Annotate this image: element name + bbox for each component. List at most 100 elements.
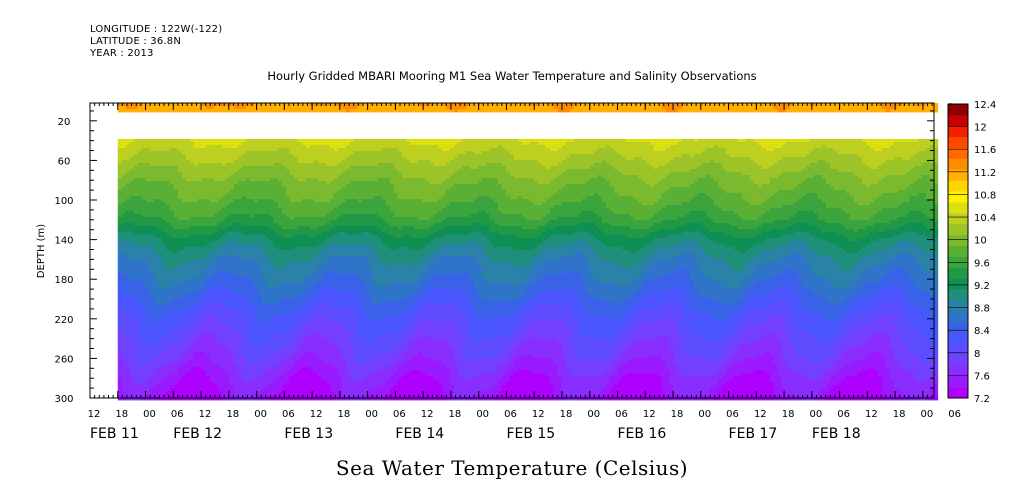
heatmap-cell — [329, 277, 335, 281]
heatmap-cell — [205, 319, 211, 323]
heatmap-cell — [117, 352, 123, 356]
heatmap-cell — [333, 349, 339, 353]
heatmap-cell — [137, 268, 143, 272]
heatmap-cell — [325, 295, 331, 299]
heatmap-cell — [233, 265, 239, 269]
heatmap-cell — [265, 364, 271, 368]
heatmap-cell — [289, 379, 295, 383]
heatmap-cell — [185, 187, 191, 191]
heatmap-cell — [289, 310, 295, 314]
heatmap-cell — [293, 220, 299, 224]
heatmap-cell — [321, 397, 327, 401]
heatmap-cell — [217, 367, 223, 371]
heatmap-cell — [245, 352, 251, 356]
heatmap-cell — [209, 142, 215, 146]
heatmap-cell — [225, 337, 231, 341]
heatmap-cell — [301, 256, 307, 260]
heatmap-cell — [237, 193, 243, 197]
heatmap-cell — [217, 391, 223, 395]
heatmap-cell — [301, 202, 307, 206]
heatmap-cell — [161, 262, 167, 266]
heatmap-cell — [169, 229, 175, 233]
heatmap-cell — [277, 328, 283, 332]
heatmap-cell — [261, 385, 267, 389]
heatmap-cell — [297, 352, 303, 356]
heatmap-cell — [205, 181, 211, 185]
heatmap-cell — [229, 262, 235, 266]
heatmap-cell — [225, 151, 231, 155]
heatmap-cell — [169, 175, 175, 179]
heatmap-cell — [333, 220, 339, 224]
heatmap-cell — [321, 157, 327, 161]
heatmap-cell — [257, 148, 263, 152]
heatmap-cell — [297, 367, 303, 371]
heatmap-cell — [181, 262, 187, 266]
heatmap-cell — [157, 154, 163, 158]
heatmap-cell — [337, 145, 343, 149]
heatmap-cell — [161, 151, 167, 155]
heatmap-cell — [169, 259, 175, 263]
heatmap-cell — [165, 325, 171, 329]
heatmap-cell — [209, 259, 215, 263]
heatmap-cell — [157, 256, 163, 260]
heatmap-cell — [225, 364, 231, 368]
heatmap-cell — [237, 151, 243, 155]
heatmap-cell — [237, 163, 243, 167]
heatmap-cell — [157, 265, 163, 269]
heatmap-cell — [169, 214, 175, 218]
heatmap-cell — [309, 355, 315, 359]
heatmap-cell — [221, 298, 227, 302]
heatmap-cell — [197, 382, 203, 386]
heatmap-cell — [269, 253, 275, 257]
heatmap-cell — [225, 229, 231, 233]
heatmap-cell — [309, 313, 315, 317]
heatmap-cell — [257, 256, 263, 260]
heatmap-cell — [209, 184, 215, 188]
heatmap-cell — [181, 394, 187, 398]
heatmap-cell — [177, 211, 183, 215]
heatmap-cell — [181, 379, 187, 383]
heatmap-cell — [213, 109, 219, 113]
heatmap-cell — [313, 106, 319, 110]
heatmap-cell — [213, 148, 219, 152]
heatmap-cell — [297, 391, 303, 395]
heatmap-cell — [285, 367, 291, 371]
heatmap-cell — [177, 193, 183, 197]
heatmap-cell — [305, 331, 311, 335]
heatmap-cell — [213, 250, 219, 254]
heatmap-cell — [185, 313, 191, 317]
heatmap-cell — [209, 178, 215, 182]
heatmap-cell — [133, 151, 139, 155]
heatmap-cell — [325, 139, 331, 143]
heatmap-cell — [301, 388, 307, 392]
heatmap-cell — [125, 259, 131, 263]
heatmap-cell — [313, 349, 319, 353]
heatmap-cell — [245, 253, 251, 257]
heatmap-cell — [177, 319, 183, 323]
heatmap-cell — [145, 199, 151, 203]
heatmap-cell — [169, 385, 175, 389]
heatmap-cell — [305, 253, 311, 257]
heatmap-cell — [245, 391, 251, 395]
heatmap-cell — [125, 202, 131, 206]
heatmap-cell — [261, 103, 267, 107]
heatmap-cell — [125, 328, 131, 332]
heatmap-cell — [269, 328, 275, 332]
heatmap-cell — [249, 214, 255, 218]
heatmap-cell — [137, 232, 143, 236]
heatmap-cell — [253, 295, 259, 299]
heatmap-cell — [297, 175, 303, 179]
heatmap-cell — [297, 250, 303, 254]
heatmap-cell — [297, 280, 303, 284]
heatmap-cell — [281, 232, 287, 236]
heatmap-cell — [325, 292, 331, 296]
heatmap-cell — [117, 238, 123, 242]
heatmap-cell — [277, 319, 283, 323]
heatmap-cell — [329, 352, 335, 356]
heatmap-cell — [193, 334, 199, 338]
heatmap-cell — [161, 397, 167, 401]
heatmap-cell — [173, 355, 179, 359]
heatmap-cell — [173, 379, 179, 383]
heatmap-cell — [129, 247, 135, 251]
heatmap-cell — [301, 208, 307, 212]
